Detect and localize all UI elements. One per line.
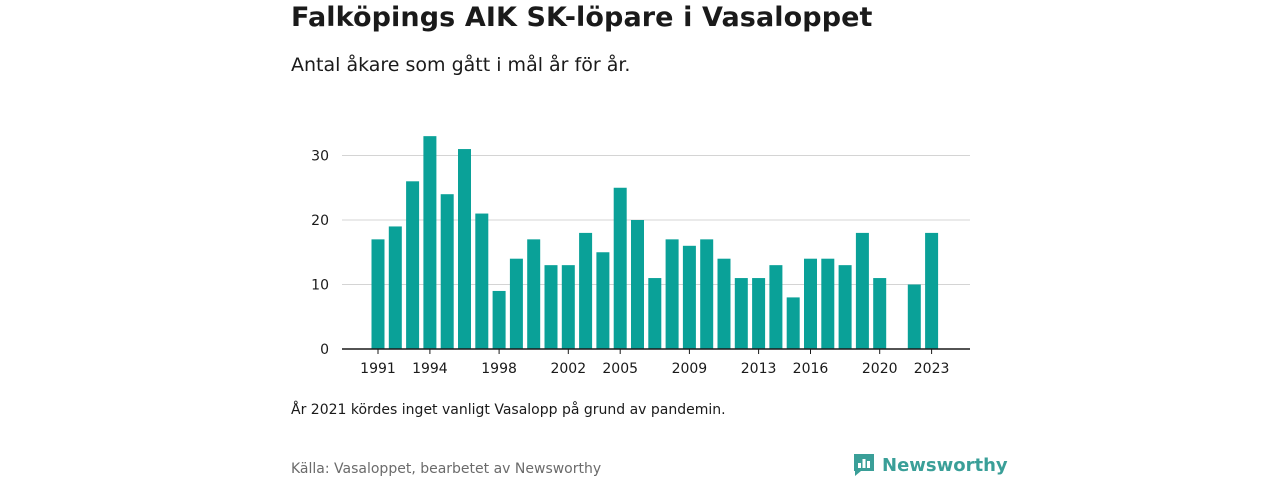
y-tick-label: 30 (311, 149, 329, 165)
bar-2014 (769, 265, 783, 349)
x-tick-label: 2013 (741, 361, 777, 377)
bar-2015 (786, 297, 800, 349)
bar-2001 (544, 265, 558, 349)
bar-2009 (682, 245, 696, 349)
source-text: Källa: Vasaloppet, bearbetet av Newswort… (291, 461, 602, 477)
bar-1998 (492, 290, 506, 349)
bar-2005 (613, 187, 627, 349)
bar-2007 (648, 278, 662, 349)
y-tick-label: 10 (311, 278, 329, 294)
y-tick-label: 0 (320, 342, 329, 358)
x-tick-label: 2016 (793, 361, 829, 377)
bar-1991 (371, 239, 385, 349)
bar-2011 (717, 258, 731, 349)
bar-chart: 0 10 20 30 1991 1994 1998 2002 2005 2009 2013 2016… (311, 136, 970, 377)
brand-logo: Newsworthy (852, 452, 1008, 478)
bar-2013 (752, 278, 766, 349)
y-axis-ticks: 0 10 20 30 (311, 149, 329, 359)
chart-title: Falköpings AIK SK-löpare i Vasaloppet (291, 2, 873, 33)
bar-2008 (665, 239, 679, 349)
bar-2016 (804, 258, 817, 349)
bar-2006 (631, 220, 644, 349)
bar-2000 (527, 239, 541, 349)
bar-2020 (873, 278, 887, 349)
bar-2010 (700, 239, 714, 349)
chart-subtitle: Antal åkare som gått i mål år för år. (291, 54, 631, 76)
x-tick-label: 2023 (914, 361, 950, 377)
bar-2022 (907, 284, 921, 349)
x-tick-label: 2020 (862, 361, 898, 377)
x-tick-label: 2002 (550, 361, 586, 377)
brand-name: Newsworthy (882, 454, 1008, 476)
x-tick-label: 1991 (360, 361, 396, 377)
bar-2017 (821, 258, 835, 349)
bar-1999 (509, 258, 523, 349)
bars (371, 136, 939, 349)
bar-2018 (838, 265, 852, 349)
bar-2002 (561, 265, 575, 349)
bar-2004 (596, 252, 610, 349)
x-tick-label: 1998 (481, 361, 517, 377)
bar-1995 (440, 194, 454, 349)
bar-2023 (925, 232, 939, 349)
chart-note: År 2021 kördes inget vanligt Vasalopp på… (291, 402, 726, 418)
x-axis-ticks: 1991 1994 1998 2002 2005 2009 2013 2016 2020 2023 (360, 349, 949, 377)
bar-2012 (734, 278, 748, 349)
bar-1997 (475, 213, 489, 349)
bar-1992 (388, 226, 402, 349)
y-tick-label: 20 (311, 213, 329, 229)
x-tick-label: 1994 (412, 361, 448, 377)
bar-1994 (423, 136, 437, 349)
bar-1993 (406, 181, 420, 349)
x-tick-label: 2009 (672, 361, 708, 377)
newsworthy-logo-icon (854, 454, 874, 476)
bar-1996 (458, 149, 471, 349)
x-tick-label: 2005 (602, 361, 638, 377)
bar-2019 (855, 232, 869, 349)
bar-2003 (579, 232, 593, 349)
